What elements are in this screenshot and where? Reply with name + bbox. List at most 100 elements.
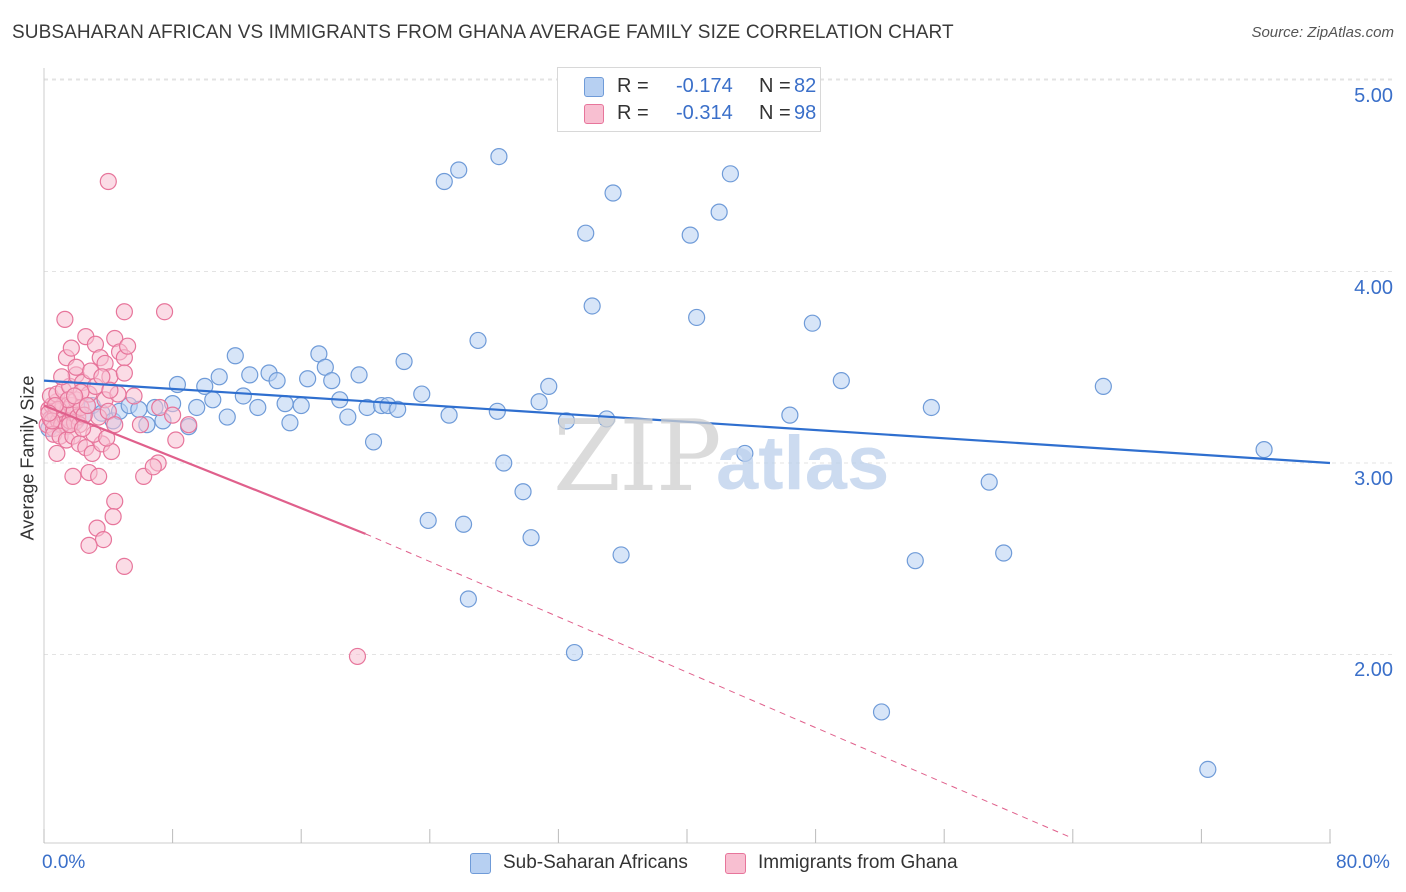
- data-point: [104, 508, 122, 526]
- legend-n-label: N =: [759, 75, 791, 97]
- data-point: [389, 400, 407, 418]
- y-axis-label: Average Family Size: [17, 375, 38, 541]
- data-point: [565, 643, 584, 662]
- data-point: [115, 364, 133, 382]
- legend-r-label: R =: [617, 102, 649, 124]
- data-point: [276, 395, 294, 413]
- data-point: [995, 544, 1013, 562]
- data-point: [1094, 377, 1112, 395]
- bottom-legend-label: Sub-Saharan Africans: [503, 852, 688, 873]
- x-tick-label-max: 80.0%: [1336, 852, 1390, 873]
- data-point: [364, 433, 383, 451]
- data-point: [612, 546, 630, 564]
- data-point: [106, 492, 124, 510]
- watermark-atlas: atlas: [716, 421, 890, 506]
- data-point: [131, 416, 150, 434]
- data-point: [469, 331, 487, 350]
- data-point: [350, 366, 368, 384]
- data-point: [598, 410, 616, 428]
- data-point: [681, 226, 699, 244]
- data-point: [459, 590, 477, 608]
- data-point: [557, 412, 576, 430]
- legend-n-value: 82: [794, 75, 817, 97]
- data-point: [210, 368, 228, 386]
- legend: R = -0.174 N = 82 R = -0.314 N = 98: [557, 67, 821, 132]
- data-point: [454, 515, 473, 533]
- series-immigrants-from-ghana: [38, 172, 367, 666]
- data-point: [583, 297, 601, 315]
- data-point: [56, 310, 74, 328]
- legend-swatch-pink: [584, 104, 604, 124]
- data-point: [64, 467, 82, 486]
- data-point: [323, 372, 341, 390]
- data-point: [781, 406, 799, 424]
- bottom-legend-label: Immigrants from Ghana: [758, 852, 958, 873]
- data-point: [93, 368, 111, 386]
- data-point: [530, 393, 548, 411]
- data-point: [67, 358, 85, 376]
- data-point: [348, 647, 367, 666]
- data-point: [419, 511, 437, 530]
- trend-line-pink-extrapolated: [365, 533, 1073, 839]
- data-point: [395, 352, 413, 371]
- axes: [43, 68, 1331, 844]
- data-point: [339, 408, 357, 426]
- data-point: [922, 398, 940, 417]
- y-tick-label: 5.00: [1354, 85, 1393, 107]
- data-point: [540, 377, 558, 395]
- source-credit: Source: ZipAtlas.com: [1251, 24, 1394, 41]
- data-point: [151, 398, 169, 417]
- data-point: [281, 414, 299, 432]
- data-point: [234, 387, 252, 405]
- data-point: [604, 184, 622, 202]
- data-point: [292, 396, 310, 415]
- data-point: [435, 172, 453, 191]
- data-point: [218, 408, 236, 426]
- data-point: [688, 308, 706, 327]
- data-point: [144, 458, 162, 476]
- legend-swatch-blue: [470, 853, 491, 874]
- trend-lines: [43, 379, 1331, 839]
- data-point: [721, 165, 740, 183]
- data-point: [188, 398, 206, 417]
- data-point: [180, 416, 198, 434]
- data-point: [710, 203, 728, 221]
- legend-r-value: -0.314: [676, 102, 733, 124]
- data-point: [90, 467, 108, 486]
- data-point: [440, 406, 458, 424]
- data-point: [80, 536, 98, 554]
- y-tick-label: 4.00: [1354, 277, 1393, 299]
- data-point: [514, 483, 532, 501]
- data-point: [1255, 440, 1273, 459]
- data-point: [1199, 760, 1217, 779]
- trend-line-blue: [43, 379, 1331, 465]
- data-point: [832, 372, 850, 390]
- legend-r-value: -0.174: [676, 75, 733, 97]
- data-point: [299, 370, 317, 388]
- data-point: [249, 398, 267, 417]
- y-tick-label: 3.00: [1354, 468, 1393, 490]
- data-point: [980, 473, 998, 491]
- data-point: [99, 172, 117, 191]
- data-point: [906, 552, 924, 570]
- data-point: [268, 372, 286, 390]
- data-point: [803, 314, 821, 332]
- data-point: [490, 148, 508, 166]
- data-point: [115, 303, 133, 321]
- x-tick-label-min: 0.0%: [42, 852, 86, 873]
- data-point: [522, 529, 540, 547]
- data-point: [125, 387, 143, 405]
- legend-r-label: R =: [617, 75, 649, 97]
- data-point: [155, 303, 174, 321]
- data-point: [164, 406, 182, 424]
- data-point: [450, 161, 468, 179]
- legend-n-value: 98: [794, 102, 817, 124]
- legend-swatch-pink: [725, 853, 746, 874]
- data-point: [204, 391, 222, 409]
- gridlines: [44, 78, 1392, 655]
- data-point: [62, 339, 80, 357]
- data-point: [94, 530, 113, 549]
- data-point: [118, 337, 137, 355]
- data-point: [413, 385, 431, 403]
